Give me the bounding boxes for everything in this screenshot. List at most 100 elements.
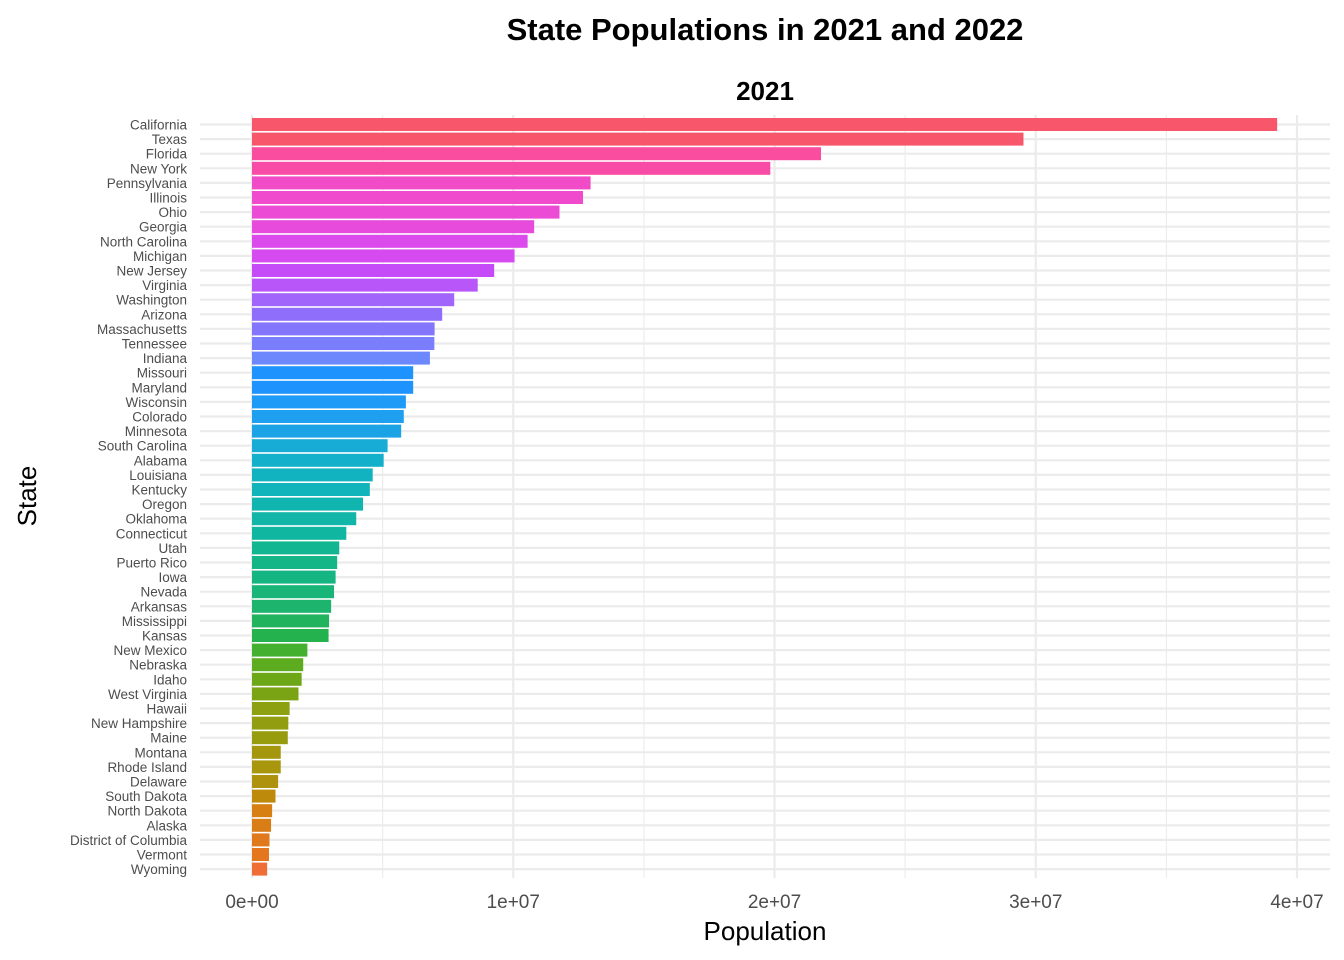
state-label: Arizona bbox=[141, 307, 187, 322]
state-label: Missouri bbox=[137, 366, 187, 381]
bar bbox=[252, 818, 272, 832]
state-label: South Carolina bbox=[98, 439, 188, 454]
bar bbox=[252, 512, 357, 526]
state-label: Arkansas bbox=[131, 599, 188, 614]
state-label: Nevada bbox=[140, 585, 187, 600]
bar bbox=[252, 410, 404, 423]
bar bbox=[252, 132, 1024, 146]
state-label: Minnesota bbox=[125, 424, 188, 439]
bar bbox=[252, 599, 332, 613]
bar bbox=[252, 862, 268, 876]
bar bbox=[252, 658, 304, 672]
bar bbox=[252, 366, 414, 380]
bar bbox=[252, 745, 281, 759]
state-label: New Jersey bbox=[116, 264, 187, 279]
bar bbox=[252, 424, 402, 438]
bar bbox=[252, 161, 771, 175]
state-label: California bbox=[130, 118, 188, 133]
state-label: Florida bbox=[146, 147, 188, 162]
state-label: Louisiana bbox=[129, 468, 187, 483]
bar bbox=[252, 614, 330, 628]
bar bbox=[252, 731, 288, 745]
state-label: Maine bbox=[150, 731, 187, 746]
bar bbox=[252, 118, 1278, 131]
facet-label: 2021 bbox=[736, 76, 794, 106]
bar bbox=[252, 395, 406, 409]
bar bbox=[252, 629, 329, 642]
state-label: Delaware bbox=[130, 775, 187, 790]
bar bbox=[252, 702, 290, 715]
bar bbox=[252, 147, 822, 161]
bar bbox=[252, 585, 335, 599]
state-label: Virginia bbox=[142, 278, 187, 293]
bar bbox=[252, 191, 584, 204]
bar bbox=[252, 804, 273, 818]
x-tick-label: 4e+07 bbox=[1270, 892, 1323, 913]
state-label: Oregon bbox=[142, 497, 187, 512]
bar bbox=[252, 293, 455, 307]
state-label: Alabama bbox=[134, 453, 188, 468]
bar bbox=[252, 833, 270, 847]
state-label: Georgia bbox=[139, 220, 188, 235]
bar bbox=[252, 643, 308, 657]
bar bbox=[252, 760, 281, 774]
state-label: Montana bbox=[134, 745, 187, 760]
state-label: Oklahoma bbox=[125, 512, 187, 527]
bar bbox=[252, 380, 414, 394]
state-label: District of Columbia bbox=[70, 833, 188, 848]
bar bbox=[252, 716, 289, 730]
state-label: Wisconsin bbox=[125, 395, 187, 410]
bar bbox=[252, 483, 370, 496]
bar bbox=[252, 468, 373, 482]
bar bbox=[252, 848, 269, 861]
bar bbox=[252, 234, 528, 248]
bar bbox=[252, 672, 302, 686]
state-label: Iowa bbox=[158, 570, 187, 585]
state-label: Idaho bbox=[153, 672, 187, 687]
state-label: Wyoming bbox=[131, 862, 187, 877]
bar bbox=[252, 775, 279, 788]
state-label: Texas bbox=[152, 132, 188, 147]
state-label: Hawaii bbox=[146, 702, 187, 717]
bar bbox=[252, 176, 591, 190]
state-label: Tennessee bbox=[122, 337, 187, 352]
state-label: Illinois bbox=[149, 191, 187, 206]
state-label: Massachusetts bbox=[97, 322, 187, 337]
state-label: West Virginia bbox=[108, 687, 188, 702]
bar bbox=[252, 687, 299, 701]
bar bbox=[252, 453, 384, 467]
x-tick-label: 1e+07 bbox=[487, 892, 540, 913]
state-label: North Carolina bbox=[100, 234, 188, 249]
state-label: New Hampshire bbox=[91, 716, 187, 731]
state-label: South Dakota bbox=[105, 789, 187, 804]
bar bbox=[252, 205, 560, 219]
bar bbox=[252, 789, 276, 803]
bar bbox=[252, 220, 535, 234]
state-label: Indiana bbox=[143, 351, 188, 366]
bars bbox=[252, 118, 1278, 876]
bar bbox=[252, 541, 340, 555]
state-label: Puerto Rico bbox=[116, 556, 187, 571]
state-label: Pennsylvania bbox=[107, 176, 188, 191]
x-tick-label: 3e+07 bbox=[1009, 892, 1062, 913]
state-label: Utah bbox=[158, 541, 187, 556]
state-label: North Dakota bbox=[107, 804, 187, 819]
y-axis-title: State bbox=[12, 466, 42, 527]
state-label: Ohio bbox=[158, 205, 187, 220]
state-label: New York bbox=[130, 161, 187, 176]
x-axis-title: Population bbox=[704, 916, 827, 946]
bar bbox=[252, 526, 347, 540]
state-label: Colorado bbox=[132, 410, 187, 425]
state-label: Nebraska bbox=[129, 658, 187, 673]
x-tick-label: 2e+07 bbox=[748, 892, 801, 913]
bar bbox=[252, 307, 443, 321]
state-label: Maryland bbox=[131, 380, 187, 395]
state-label: Kansas bbox=[142, 629, 187, 644]
state-label: Rhode Island bbox=[107, 760, 187, 775]
bar bbox=[252, 556, 338, 569]
bar bbox=[252, 439, 388, 453]
bar bbox=[252, 322, 435, 336]
bar bbox=[252, 337, 435, 350]
